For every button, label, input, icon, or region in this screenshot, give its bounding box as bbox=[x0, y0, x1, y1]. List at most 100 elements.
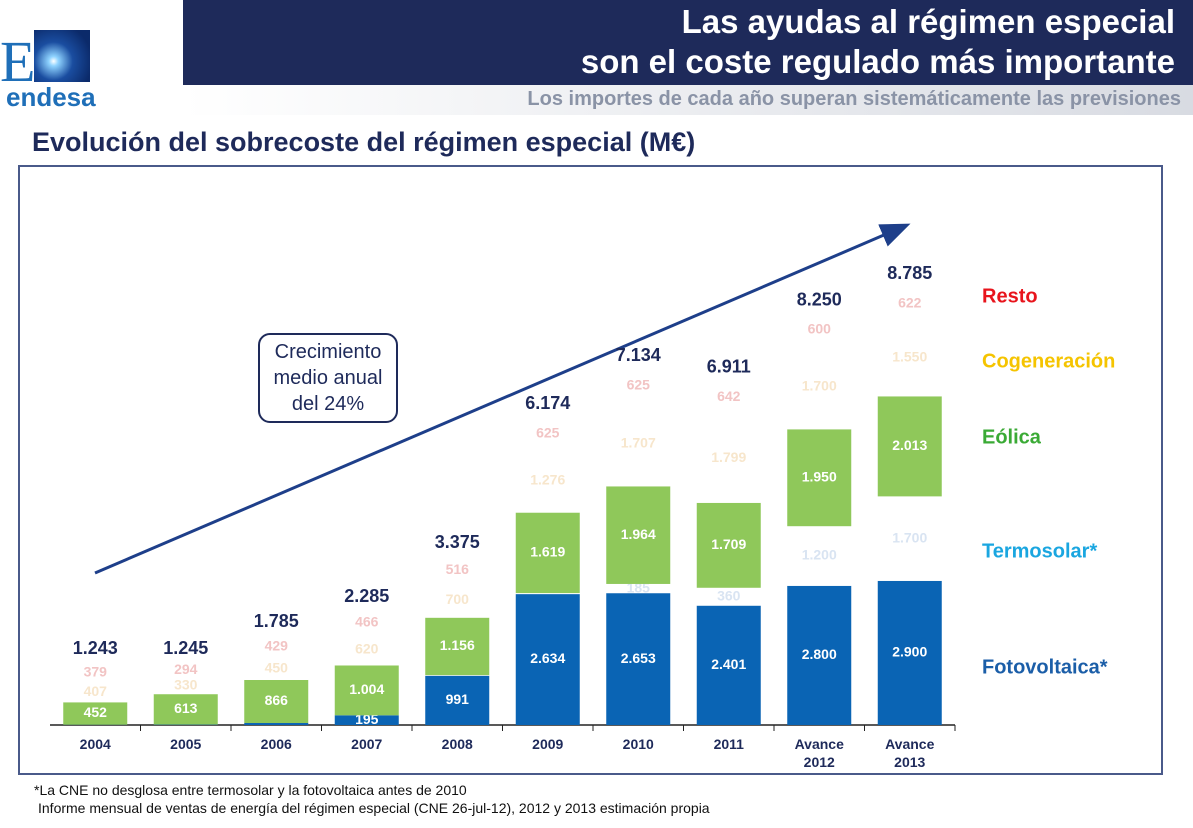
bar-segment bbox=[244, 723, 309, 725]
footnote: Informe mensual de ventas de energía del… bbox=[38, 800, 710, 816]
total-label: 1.243 bbox=[73, 638, 118, 658]
bar-segment bbox=[515, 512, 580, 594]
value-label: 1.276 bbox=[530, 472, 565, 488]
bar-segment bbox=[787, 526, 852, 586]
title-line: son el coste regulado más importante bbox=[580, 43, 1175, 80]
value-label: 625 bbox=[627, 377, 651, 393]
value-label: 2.800 bbox=[802, 646, 837, 662]
value-label: 1.700 bbox=[802, 378, 837, 394]
value-label: 1.004 bbox=[349, 681, 384, 697]
bar-segment bbox=[606, 401, 671, 487]
value-label: 2.013 bbox=[892, 437, 927, 453]
legend-entry: Fotovoltaica* bbox=[982, 656, 1108, 678]
bar-segment bbox=[153, 694, 218, 725]
total-label: 7.134 bbox=[616, 345, 661, 365]
x-tick-label: 2008 bbox=[441, 736, 473, 752]
value-label: 1.707 bbox=[621, 435, 656, 451]
bar-segment bbox=[515, 449, 580, 513]
bar-segment bbox=[877, 496, 942, 581]
logo-letter: E bbox=[0, 29, 36, 94]
logo-name: endesa bbox=[6, 82, 96, 112]
bar-segment bbox=[515, 418, 580, 450]
bar-segment bbox=[425, 675, 490, 725]
trend-arrow bbox=[94, 223, 911, 575]
value-label: 516 bbox=[446, 561, 470, 577]
value-label: 407 bbox=[84, 683, 108, 699]
x-tick-label: 2006 bbox=[260, 736, 292, 752]
value-label: 600 bbox=[808, 321, 832, 337]
bar-segment bbox=[606, 486, 671, 584]
bar-segment bbox=[877, 288, 942, 320]
bar-segment bbox=[334, 634, 399, 666]
bar-segment bbox=[334, 715, 399, 725]
value-label: 452 bbox=[84, 704, 108, 720]
legend-entry: Eólica bbox=[982, 426, 1042, 448]
x-tick-label: Avance 2012 bbox=[794, 736, 844, 770]
subtitle: Los importes de cada año superan sistemá… bbox=[527, 88, 1181, 110]
value-label: 2.401 bbox=[711, 656, 746, 672]
legend-entry: Termosolar* bbox=[982, 540, 1097, 562]
x-tick-label: Avance 2013 bbox=[885, 736, 935, 770]
x-tick-label: 2004 bbox=[79, 736, 111, 752]
title-band bbox=[183, 0, 1193, 85]
value-label: 429 bbox=[265, 638, 289, 654]
value-label: 642 bbox=[717, 388, 741, 404]
value-label: 622 bbox=[898, 295, 922, 311]
bar-segment bbox=[425, 582, 490, 618]
bar-segment bbox=[877, 319, 942, 397]
bar-segment bbox=[515, 593, 580, 595]
chart-title: Evolución del sobrecoste del régimen esp… bbox=[32, 127, 696, 157]
bar-segment bbox=[877, 396, 942, 497]
value-label: 700 bbox=[446, 591, 470, 607]
value-label: 2.634 bbox=[530, 650, 565, 666]
total-label: 8.785 bbox=[887, 263, 932, 283]
bar-segment bbox=[696, 605, 761, 725]
total-label: 6.174 bbox=[525, 393, 570, 413]
bar-segment bbox=[787, 429, 852, 527]
value-label: 1.619 bbox=[530, 544, 565, 560]
value-label: 466 bbox=[355, 614, 379, 630]
legend-entry: Resto bbox=[982, 285, 1038, 307]
total-label: 8.250 bbox=[797, 290, 842, 310]
value-label: 613 bbox=[174, 700, 198, 716]
bar-segment bbox=[877, 580, 942, 725]
legend-entry: Cogeneración bbox=[982, 350, 1115, 372]
title-line: Las ayudas al régimen especial bbox=[681, 3, 1175, 40]
bar-segment bbox=[606, 593, 671, 725]
bar-segment bbox=[696, 413, 761, 503]
bar-segment bbox=[696, 587, 761, 606]
bar-segment bbox=[63, 702, 128, 725]
value-label: 991 bbox=[446, 691, 470, 707]
total-label: 2.285 bbox=[344, 586, 389, 606]
x-tick-label: 2005 bbox=[170, 736, 202, 752]
total-label: 6.911 bbox=[707, 356, 751, 376]
total-label: 3.375 bbox=[435, 532, 480, 552]
value-label: 450 bbox=[265, 659, 289, 675]
value-label: 625 bbox=[536, 424, 560, 440]
bar-segment bbox=[606, 583, 671, 594]
title: Las ayudas al régimen especial son el co… bbox=[581, 2, 1175, 82]
value-label: 2.900 bbox=[892, 644, 927, 660]
x-tick-label: 2009 bbox=[532, 736, 564, 752]
value-label: 1.700 bbox=[892, 529, 927, 545]
value-label: 360 bbox=[717, 587, 741, 603]
bar-segment bbox=[425, 617, 490, 676]
bar-segment bbox=[787, 314, 852, 345]
value-label: 1.964 bbox=[621, 526, 656, 542]
bar-segment bbox=[425, 675, 490, 676]
logo-burst bbox=[34, 30, 90, 82]
value-label: 1.200 bbox=[802, 547, 837, 563]
bar-segment bbox=[696, 381, 761, 414]
value-label: 1.950 bbox=[802, 468, 837, 484]
bar-segment bbox=[696, 502, 761, 588]
value-label: 294 bbox=[174, 661, 198, 677]
value-label: 1.550 bbox=[892, 349, 927, 365]
annotation: Crecimiento medio anual del 24% bbox=[258, 333, 398, 423]
value-label: 1.799 bbox=[711, 449, 746, 465]
bar-segment bbox=[244, 636, 309, 658]
bar-segment bbox=[334, 611, 399, 635]
total-label: 1.245 bbox=[163, 638, 208, 658]
value-label: 330 bbox=[174, 677, 198, 693]
